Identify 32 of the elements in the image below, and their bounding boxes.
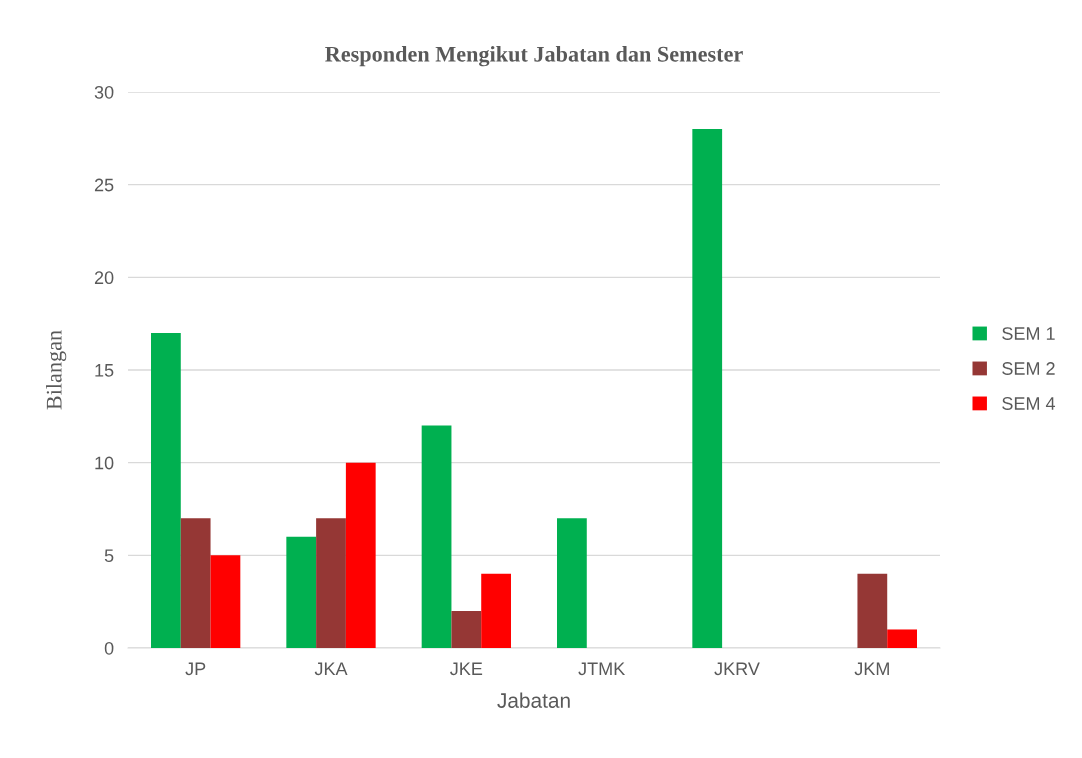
x-tick-label: JKA	[314, 662, 348, 676]
y-axis-title: Bilangan	[46, 330, 67, 410]
x-tick-label: JKRV	[714, 662, 760, 676]
bar	[887, 629, 917, 648]
legend-label: SEM 1	[1002, 327, 1055, 340]
bar	[692, 129, 723, 648]
legend-label: SEM 4	[1002, 397, 1056, 410]
y-tick-label: 30	[94, 85, 114, 99]
y-tick-label: 25	[94, 178, 114, 192]
bar	[210, 555, 241, 648]
bar	[180, 518, 211, 648]
bar	[481, 573, 511, 648]
bar	[345, 462, 376, 648]
y-tick-label: 5	[104, 549, 114, 563]
bar	[421, 425, 452, 648]
bar	[151, 332, 181, 648]
y-tick-label: 10	[95, 456, 114, 470]
x-tick-label: JP	[185, 662, 206, 676]
bar	[286, 536, 317, 648]
bar	[557, 518, 587, 648]
x-tick-label: JKE	[450, 662, 483, 676]
x-axis-title: Jabatan	[497, 692, 570, 708]
y-tick-label: 0	[104, 641, 114, 655]
x-tick-label: JTMK	[578, 662, 626, 676]
x-tick-label: JKM	[854, 662, 889, 676]
legend-label: SEM 2	[1002, 362, 1055, 375]
y-tick-label: 15	[95, 364, 114, 377]
chart-title: Responden Mengikut Jabatan dan Semester	[325, 46, 743, 67]
bar	[451, 610, 482, 648]
bar	[316, 518, 346, 648]
y-tick-label: 20	[94, 271, 114, 285]
bar	[857, 573, 888, 648]
